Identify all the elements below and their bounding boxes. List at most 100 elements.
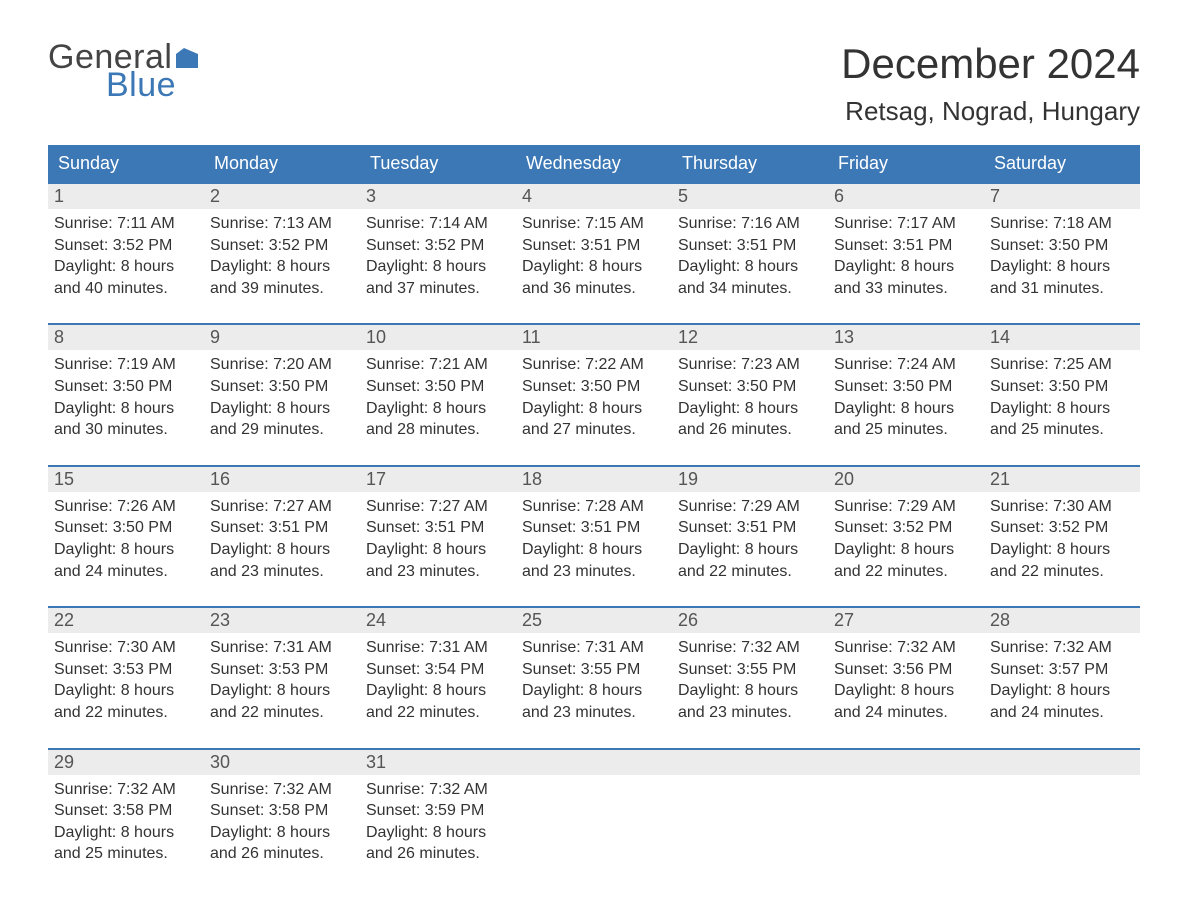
daynum-row: 22232425262728 (48, 608, 1140, 633)
detail-sunrise: Sunrise: 7:15 AM (522, 213, 666, 235)
daynum-cell: 3 (360, 184, 516, 209)
detail-daylight1: Daylight: 8 hours (366, 539, 510, 561)
details-row: Sunrise: 7:19 AMSunset: 3:50 PMDaylight:… (48, 350, 1140, 464)
detail-daylight2: and 24 minutes. (54, 561, 198, 583)
detail-daylight2: and 23 minutes. (678, 702, 822, 724)
title-block: December 2024 Retsag, Nograd, Hungary (841, 40, 1140, 127)
detail-sunrise: Sunrise: 7:20 AM (210, 354, 354, 376)
detail-sunrise: Sunrise: 7:17 AM (834, 213, 978, 235)
detail-sunset: Sunset: 3:52 PM (366, 235, 510, 257)
detail-sunrise: Sunrise: 7:31 AM (366, 637, 510, 659)
detail-daylight2: and 22 minutes. (210, 702, 354, 724)
daynum-cell: 17 (360, 467, 516, 492)
daynum-cell: 12 (672, 325, 828, 350)
detail-sunset: Sunset: 3:51 PM (522, 517, 666, 539)
detail-sunrise: Sunrise: 7:29 AM (834, 496, 978, 518)
detail-daylight2: and 26 minutes. (678, 419, 822, 441)
daynum-cell: 22 (48, 608, 204, 633)
detail-cell (828, 775, 984, 889)
detail-daylight2: and 22 minutes. (54, 702, 198, 724)
detail-sunset: Sunset: 3:51 PM (366, 517, 510, 539)
daynum-cell: 30 (204, 750, 360, 775)
detail-sunrise: Sunrise: 7:32 AM (54, 779, 198, 801)
dayname-cell: Tuesday (360, 145, 516, 182)
detail-cell: Sunrise: 7:32 AMSunset: 3:55 PMDaylight:… (672, 633, 828, 747)
detail-sunrise: Sunrise: 7:14 AM (366, 213, 510, 235)
detail-cell: Sunrise: 7:22 AMSunset: 3:50 PMDaylight:… (516, 350, 672, 464)
details-row: Sunrise: 7:26 AMSunset: 3:50 PMDaylight:… (48, 492, 1140, 606)
detail-cell: Sunrise: 7:24 AMSunset: 3:50 PMDaylight:… (828, 350, 984, 464)
daynum-cell (516, 750, 672, 775)
detail-daylight2: and 24 minutes. (834, 702, 978, 724)
detail-sunrise: Sunrise: 7:19 AM (54, 354, 198, 376)
details-row: Sunrise: 7:30 AMSunset: 3:53 PMDaylight:… (48, 633, 1140, 747)
detail-daylight2: and 22 minutes. (678, 561, 822, 583)
detail-daylight2: and 40 minutes. (54, 278, 198, 300)
detail-daylight2: and 37 minutes. (366, 278, 510, 300)
detail-sunrise: Sunrise: 7:26 AM (54, 496, 198, 518)
week-row: 293031Sunrise: 7:32 AMSunset: 3:58 PMDay… (48, 748, 1140, 889)
detail-sunrise: Sunrise: 7:22 AM (522, 354, 666, 376)
detail-daylight2: and 26 minutes. (366, 843, 510, 865)
detail-sunrise: Sunrise: 7:18 AM (990, 213, 1134, 235)
detail-sunset: Sunset: 3:59 PM (366, 800, 510, 822)
daynum-cell: 8 (48, 325, 204, 350)
detail-daylight2: and 22 minutes. (990, 561, 1134, 583)
daynum-cell: 28 (984, 608, 1140, 633)
daynum-cell: 31 (360, 750, 516, 775)
detail-daylight2: and 34 minutes. (678, 278, 822, 300)
detail-daylight2: and 25 minutes. (54, 843, 198, 865)
detail-daylight1: Daylight: 8 hours (678, 398, 822, 420)
detail-cell: Sunrise: 7:28 AMSunset: 3:51 PMDaylight:… (516, 492, 672, 606)
detail-sunrise: Sunrise: 7:32 AM (678, 637, 822, 659)
daynum-cell: 5 (672, 184, 828, 209)
detail-daylight1: Daylight: 8 hours (678, 539, 822, 561)
detail-daylight1: Daylight: 8 hours (834, 680, 978, 702)
dayname-cell: Saturday (984, 145, 1140, 182)
detail-cell: Sunrise: 7:31 AMSunset: 3:53 PMDaylight:… (204, 633, 360, 747)
daynum-cell: 25 (516, 608, 672, 633)
daynum-cell: 14 (984, 325, 1140, 350)
detail-sunset: Sunset: 3:52 PM (210, 235, 354, 257)
detail-sunrise: Sunrise: 7:24 AM (834, 354, 978, 376)
detail-daylight2: and 24 minutes. (990, 702, 1134, 724)
daynum-cell: 27 (828, 608, 984, 633)
daynum-row: 15161718192021 (48, 467, 1140, 492)
daynum-cell: 21 (984, 467, 1140, 492)
calendar-grid: SundayMondayTuesdayWednesdayThursdayFrid… (48, 145, 1140, 889)
dayname-cell: Wednesday (516, 145, 672, 182)
detail-daylight1: Daylight: 8 hours (990, 256, 1134, 278)
detail-cell: Sunrise: 7:30 AMSunset: 3:53 PMDaylight:… (48, 633, 204, 747)
daynum-cell: 18 (516, 467, 672, 492)
detail-daylight1: Daylight: 8 hours (834, 256, 978, 278)
detail-sunset: Sunset: 3:55 PM (678, 659, 822, 681)
detail-daylight2: and 25 minutes. (834, 419, 978, 441)
dayname-cell: Monday (204, 145, 360, 182)
detail-daylight1: Daylight: 8 hours (210, 398, 354, 420)
daynum-cell: 11 (516, 325, 672, 350)
detail-daylight1: Daylight: 8 hours (522, 680, 666, 702)
detail-cell: Sunrise: 7:20 AMSunset: 3:50 PMDaylight:… (204, 350, 360, 464)
detail-sunrise: Sunrise: 7:31 AM (210, 637, 354, 659)
detail-daylight1: Daylight: 8 hours (210, 822, 354, 844)
dayname-cell: Thursday (672, 145, 828, 182)
detail-sunset: Sunset: 3:55 PM (522, 659, 666, 681)
daynum-row: 1234567 (48, 184, 1140, 209)
detail-cell: Sunrise: 7:32 AMSunset: 3:56 PMDaylight:… (828, 633, 984, 747)
daynum-cell: 26 (672, 608, 828, 633)
daynum-cell: 16 (204, 467, 360, 492)
detail-sunset: Sunset: 3:52 PM (834, 517, 978, 539)
detail-cell: Sunrise: 7:31 AMSunset: 3:54 PMDaylight:… (360, 633, 516, 747)
calendar-page: General Blue December 2024 Retsag, Nogra… (0, 0, 1188, 909)
detail-sunrise: Sunrise: 7:29 AM (678, 496, 822, 518)
dayname-cell: Friday (828, 145, 984, 182)
detail-sunset: Sunset: 3:58 PM (210, 800, 354, 822)
detail-sunrise: Sunrise: 7:11 AM (54, 213, 198, 235)
daynum-cell: 23 (204, 608, 360, 633)
daynum-cell: 15 (48, 467, 204, 492)
detail-daylight2: and 33 minutes. (834, 278, 978, 300)
detail-daylight1: Daylight: 8 hours (834, 539, 978, 561)
detail-daylight2: and 23 minutes. (522, 702, 666, 724)
page-header: General Blue December 2024 Retsag, Nogra… (48, 40, 1140, 127)
details-row: Sunrise: 7:11 AM Sunset: 3:52 PM Daylight:… (48, 209, 1140, 323)
